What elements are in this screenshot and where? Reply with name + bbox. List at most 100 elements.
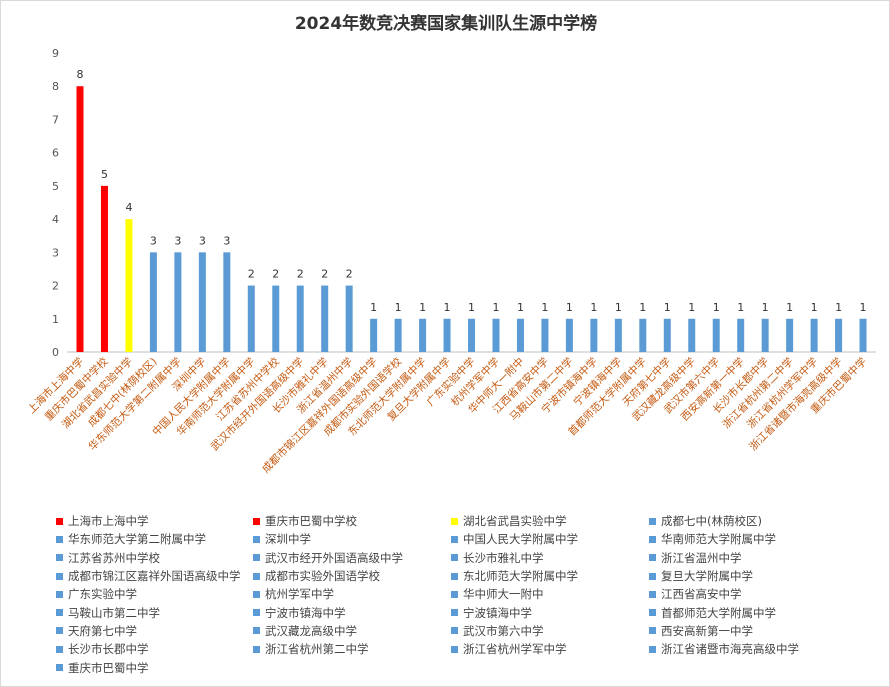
legend-item: 成都七中(林荫校区) [649,513,849,529]
bar [223,252,231,352]
data-label: 1 [664,301,671,314]
legend-label: 宁波镇海中学 [463,605,532,620]
legend-swatch [451,645,458,653]
legend-swatch [451,554,458,562]
legend-label: 成都市实验外国语学校 [265,569,380,584]
legend-label: 浙江省杭州学军中学 [463,642,567,657]
data-label: 1 [419,301,426,314]
y-tick-label: 2 [52,280,59,293]
legend-label: 马鞍山市第二中学 [68,605,160,620]
data-label: 1 [860,301,867,314]
legend-item: 浙江省温州中学 [649,550,849,566]
legend-swatch [56,572,63,580]
data-label: 1 [541,301,548,314]
legend-label: 江西省高安中学 [661,587,742,602]
data-label: 1 [688,301,695,314]
legend-label: 重庆市巴蜀中学 [68,660,149,675]
legend-item: 重庆市巴蜀中学 [56,659,253,675]
legend-item: 华中师大一附中 [451,586,649,602]
data-label: 1 [639,301,646,314]
legend-swatch [649,554,656,562]
legend-swatch [451,609,458,617]
legend-label: 长沙市雅礼中学 [463,550,544,565]
legend-item: 华东师范大学第二附属中学 [56,531,253,547]
legend-item: 宁波市镇海中学 [253,604,451,620]
data-label: 1 [713,301,720,314]
data-label: 2 [248,268,255,281]
legend-label: 中国人民大学附属中学 [463,532,578,547]
legend-swatch [253,572,260,580]
legend-swatch [451,572,458,580]
bar [516,318,524,352]
legend-item: 宁波镇海中学 [451,604,649,620]
bar [370,318,378,352]
legend-label: 湖北省武昌实验中学 [463,514,567,529]
legend-item: 马鞍山市第二中学 [56,604,253,620]
legend-swatch [56,645,63,653]
data-label: 2 [321,268,328,281]
bar [712,318,720,352]
legend-item: 华南师范大学附属中学 [649,531,849,547]
data-label: 4 [125,201,132,214]
data-label: 1 [468,301,475,314]
legend-item: 武汉藏龙高级中学 [253,623,451,639]
legend-item: 浙江省杭州第二中学 [253,641,451,657]
legend-label: 长沙市长郡中学 [68,642,149,657]
bar [149,252,157,352]
legend-item: 东北师范大学附属中学 [451,568,649,584]
legend-item: 长沙市长郡中学 [56,641,253,657]
legend-item: 重庆市巴蜀中学校 [253,513,451,529]
legend-item: 广东实验中学 [56,586,253,602]
data-label: 2 [346,268,353,281]
data-label: 1 [517,301,524,314]
y-tick-label: 4 [52,213,59,226]
bar [859,318,867,352]
bar [688,318,696,352]
legend-swatch [451,517,458,525]
legend-item: 成都市实验外国语学校 [253,568,451,584]
bar [125,219,133,352]
bar [272,285,280,352]
legend-item: 首都师范大学附属中学 [649,604,849,620]
data-label: 8 [77,68,84,81]
data-label: 3 [174,234,181,247]
bar [345,285,353,352]
data-label: 1 [615,301,622,314]
legend-label: 首都师范大学附属中学 [661,605,776,620]
legend-swatch [451,590,458,598]
data-label: 1 [492,301,499,314]
bar [786,318,794,352]
legend-label: 广东实验中学 [68,587,137,602]
data-label: 1 [444,301,451,314]
data-label: 1 [395,301,402,314]
bar [663,318,671,352]
y-tick-label: 1 [52,313,59,326]
data-label: 2 [297,268,304,281]
bar [614,318,622,352]
bar [76,86,84,352]
legend-swatch [649,645,656,653]
chart-title: 2024年数竞决赛国家集训队生源中学榜 [295,13,597,34]
legend-item: 江苏省苏州中学校 [56,550,253,566]
legend-swatch [56,627,63,635]
legend-item: 中国人民大学附属中学 [451,531,649,547]
y-tick-label: 8 [52,80,59,93]
legend-label: 华东师范大学第二附属中学 [68,532,206,547]
legend-swatch [253,590,260,598]
legend-label: 江苏省苏州中学校 [68,550,160,565]
data-label: 1 [370,301,377,314]
legend-label: 宁波市镇海中学 [265,605,346,620]
legend-item: 湖北省武昌实验中学 [451,513,649,529]
legend-label: 上海市上海中学 [68,514,149,529]
data-label: 3 [223,234,230,247]
y-tick-label: 9 [52,47,59,60]
legend-item: 天府第七中学 [56,623,253,639]
bar [419,318,427,352]
bar [761,318,769,352]
legend: 上海市上海中学 重庆市巴蜀中学校 湖北省武昌实验中学 成都七中(林荫校区) 华东师范大学… [56,513,849,676]
legend-label: 华中师大一附中 [463,587,544,602]
legend-swatch [253,554,260,562]
legend-label: 深圳中学 [265,532,311,547]
legend-swatch [253,645,260,653]
legend-label: 武汉藏龙高级中学 [265,623,357,638]
